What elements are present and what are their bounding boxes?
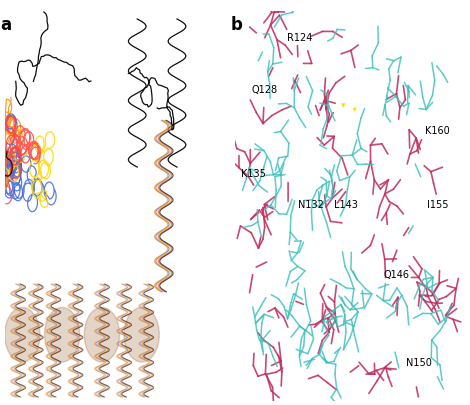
Text: b: b — [230, 16, 242, 34]
Ellipse shape — [124, 308, 159, 362]
Ellipse shape — [84, 308, 119, 362]
Ellipse shape — [5, 308, 40, 362]
Ellipse shape — [124, 308, 159, 362]
Ellipse shape — [5, 308, 40, 362]
Text: a: a — [0, 16, 11, 34]
Ellipse shape — [124, 308, 159, 362]
Ellipse shape — [45, 308, 80, 362]
Ellipse shape — [84, 308, 119, 362]
Text: N150: N150 — [406, 357, 432, 367]
Ellipse shape — [45, 308, 80, 362]
Text: N132: N132 — [298, 200, 324, 210]
Text: L143: L143 — [334, 200, 358, 210]
Ellipse shape — [84, 308, 119, 362]
Ellipse shape — [45, 308, 80, 362]
Ellipse shape — [124, 308, 159, 362]
Ellipse shape — [5, 308, 40, 362]
Text: I155: I155 — [427, 200, 448, 210]
Text: K160: K160 — [425, 126, 450, 136]
Text: Q146: Q146 — [383, 270, 409, 279]
Ellipse shape — [124, 308, 159, 362]
Ellipse shape — [84, 308, 119, 362]
Text: K135: K135 — [241, 168, 266, 179]
Ellipse shape — [84, 308, 119, 362]
Ellipse shape — [5, 308, 40, 362]
Ellipse shape — [45, 308, 80, 362]
Text: R124: R124 — [287, 32, 312, 43]
Text: Q128: Q128 — [252, 85, 278, 95]
Ellipse shape — [5, 308, 40, 362]
Ellipse shape — [45, 308, 80, 362]
